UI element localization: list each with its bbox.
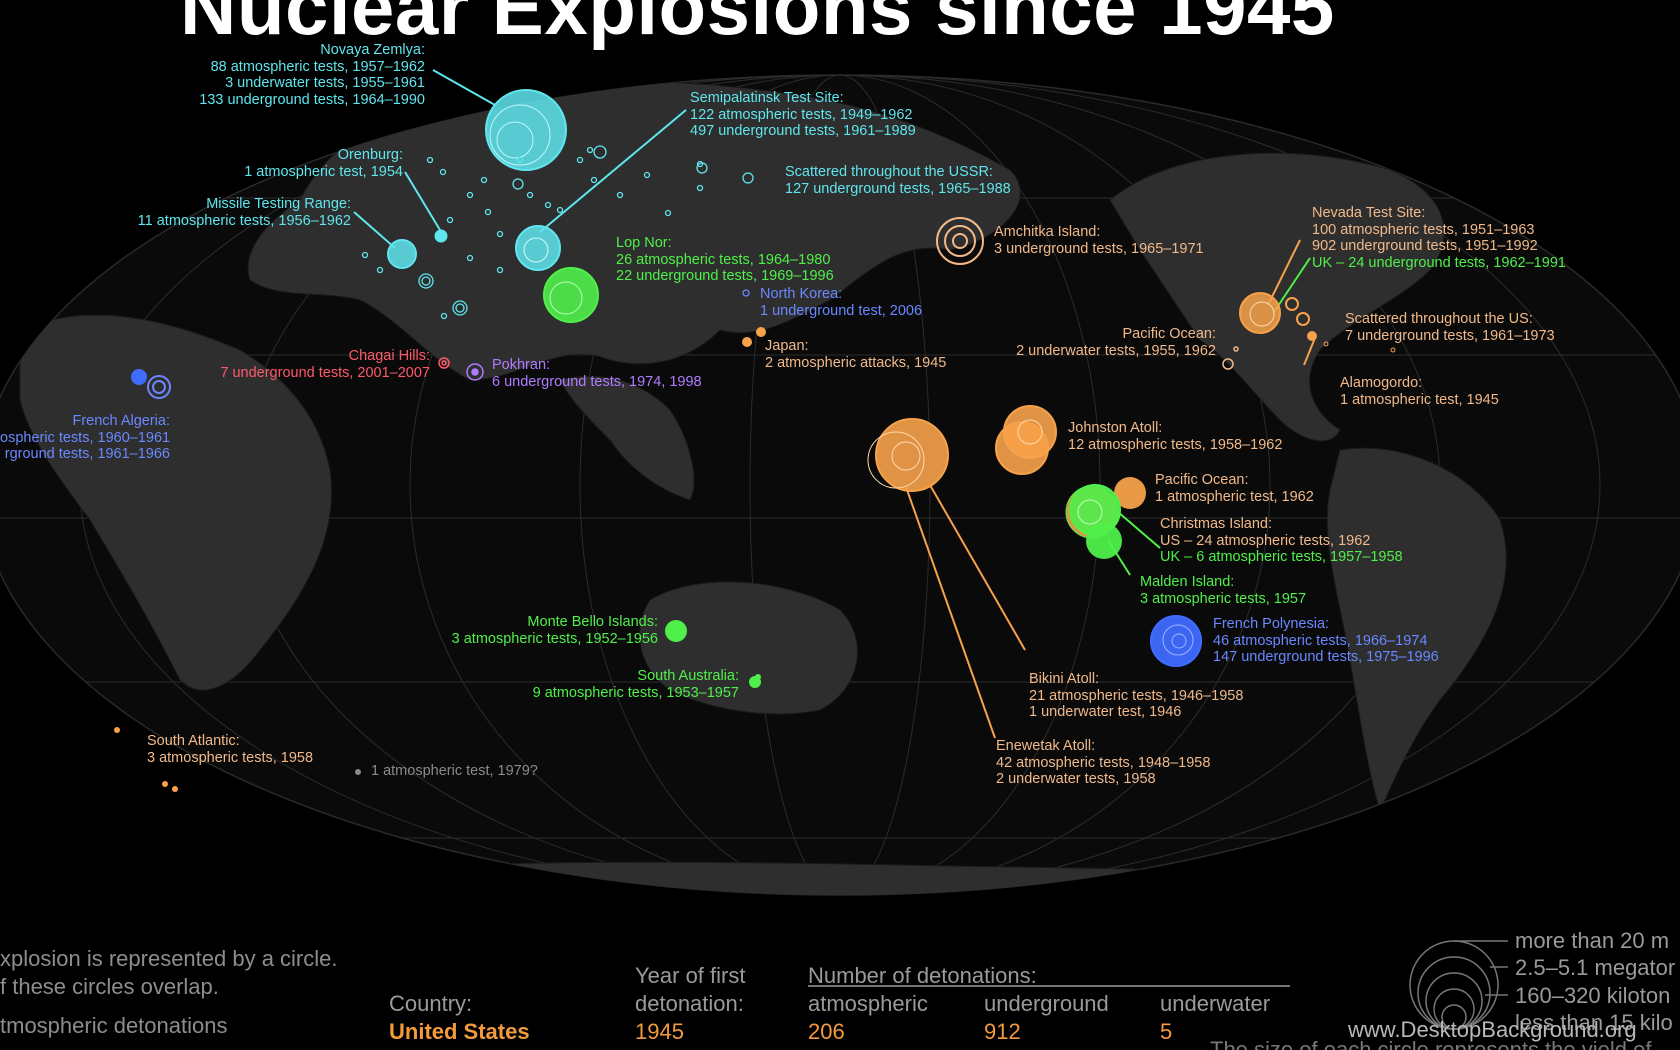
bikini-atoll-label: Bikini Atoll: 21 atmospheric tests, 1946–… bbox=[1029, 671, 1244, 720]
french-algeria-label: French Algeria: ospheric tests, 1960–1961… bbox=[0, 413, 171, 462]
country-label: Country: bbox=[389, 991, 473, 1016]
year-value: 1945 bbox=[635, 1019, 684, 1044]
pacific-ocean-2-label: Pacific Ocean: 1 atmospheric test, 1962 bbox=[1155, 472, 1314, 505]
french-algeria-markers bbox=[131, 369, 171, 399]
monte-bello-label: Monte Bello Islands: 3 atmospheric tests,… bbox=[451, 614, 658, 647]
christmas-island-label: Christmas Island: US – 24 atmospheric tes… bbox=[1160, 516, 1403, 565]
south-australia-label: South Australia: 9 atmospheric tests, 195… bbox=[532, 668, 739, 701]
japan-label: Japan: 2 atmospheric attacks, 1945 bbox=[765, 338, 947, 371]
north-korea-label: North Korea: 1 underground test, 2006 bbox=[760, 286, 923, 319]
south-atlantic-label: South Atlantic: 3 atmospheric tests, 1958 bbox=[147, 733, 314, 766]
eurasia-shape bbox=[247, 80, 1021, 381]
french-polynesia-label: French Polynesia: 46 atmospheric tests, 1… bbox=[1213, 616, 1439, 665]
watermark: www.DesktopBackground.org bbox=[1348, 1017, 1637, 1042]
pokhran-label: Pokhran: 6 underground tests, 1974, 1998 bbox=[492, 357, 702, 390]
chagai-hills-marker bbox=[438, 357, 450, 369]
south-america-shape bbox=[1326, 447, 1507, 812]
johnston-atoll-marker bbox=[995, 405, 1057, 475]
se-asia-shape bbox=[559, 375, 695, 501]
alamogordo-label: Alamogordo: 1 atmospheric test, 1945 bbox=[1340, 375, 1499, 408]
nevada-marker bbox=[1239, 292, 1310, 334]
chagai-hills-label: Chagai Hills: 7 underground tests, 2001–2… bbox=[220, 348, 430, 381]
footer-intro-line2: f these circles overlap. bbox=[0, 974, 219, 999]
col-underwater: underwater bbox=[1160, 991, 1271, 1016]
footer-intro-line3: tmospheric detonations bbox=[0, 1013, 228, 1038]
lop-nor-marker bbox=[543, 267, 599, 323]
australia-shape bbox=[639, 581, 858, 715]
year-label-line1: Year of first bbox=[635, 963, 746, 988]
footer-size-note: The size of each circle represents the y… bbox=[1210, 1037, 1652, 1050]
legend-size-1: more than 20 m bbox=[1515, 928, 1670, 953]
us-scattered-label: Scattered throughout the US: 7 undergroun… bbox=[1345, 311, 1555, 344]
value-underground: 912 bbox=[984, 1019, 1021, 1044]
legend-size-2: 2.5–5.1 megator bbox=[1515, 955, 1676, 980]
south-australia-marker bbox=[749, 674, 761, 688]
unknown-test-marker bbox=[355, 769, 361, 775]
lop-nor-label: Lop Nor: 26 atmospheric tests, 1964–1980 2… bbox=[616, 235, 834, 284]
johnston-atoll-label: Johnston Atoll: 12 atmospheric tests, 195… bbox=[1068, 420, 1283, 453]
monte-bello-marker bbox=[665, 620, 687, 642]
footer-intro-line1: xplosion is represented by a circle. bbox=[0, 946, 338, 971]
south-atlantic-markers bbox=[114, 727, 178, 792]
connector-lines bbox=[353, 69, 1316, 739]
test-site-markers bbox=[114, 89, 1396, 792]
enewetak-atoll-label: Enewetak Atoll: 42 atmospheric tests, 194… bbox=[996, 738, 1211, 787]
greenland-shape bbox=[1429, 115, 1541, 181]
col-underground: underground bbox=[984, 991, 1109, 1016]
novaya-zemlya-marker bbox=[485, 89, 567, 171]
country-value: United States bbox=[389, 1019, 530, 1044]
pacific-ocean-1-label: Pacific Ocean: 2 underwater tests, 1955, … bbox=[1016, 326, 1216, 359]
amchitka-label: Amchitka Island: 3 underground tests, 196… bbox=[994, 224, 1204, 257]
unknown-test-label: 1 atmospheric test, 1979? bbox=[371, 763, 538, 779]
malden-island-label: Malden Island: 3 atmospheric tests, 1957 bbox=[1140, 574, 1307, 607]
year-label-line2: detonation: bbox=[635, 991, 744, 1016]
north-america-shape bbox=[1109, 152, 1445, 442]
legend-size-4: less than 15 kilo bbox=[1515, 1010, 1673, 1035]
size-legend-circles bbox=[1409, 940, 1508, 1030]
french-polynesia-marker bbox=[1150, 615, 1202, 667]
detonations-label: Number of detonations: bbox=[808, 963, 1037, 988]
malden-island-marker bbox=[1086, 523, 1122, 559]
ussr-scattered-label: Scattered throughout the USSR: 127 underg… bbox=[785, 164, 1011, 197]
novaya-zemlya-label: Novaya Zemlya: 88 atmospheric tests, 1957… bbox=[199, 42, 425, 108]
missile-range-marker bbox=[387, 239, 417, 269]
amchitka-marker bbox=[936, 217, 984, 265]
semipalatinsk-marker bbox=[515, 225, 561, 271]
ussr-scattered-markers bbox=[361, 145, 754, 320]
col-atmospheric: atmospheric bbox=[808, 991, 928, 1016]
page-title: Nuclear Explosions since 1945 bbox=[180, 0, 1335, 51]
africa-shape bbox=[19, 314, 332, 691]
nevada-label: Nevada Test Site: 100 atmospheric tests, … bbox=[1312, 205, 1566, 271]
missile-range-label: Missile Testing Range: 11 atmospheric tes… bbox=[137, 196, 351, 229]
value-atmospheric: 206 bbox=[808, 1019, 845, 1044]
north-korea-marker bbox=[742, 289, 750, 297]
us-scattered-markers bbox=[1307, 331, 1396, 353]
bikini-enewetak-marker bbox=[867, 418, 949, 492]
pacific-ocean-1-markers bbox=[1222, 346, 1239, 370]
orenburg-label: Orenburg: 1 atmospheric test, 1954 bbox=[244, 147, 403, 180]
legend-size-3: 160–320 kiloton bbox=[1515, 983, 1671, 1008]
value-underwater: 5 bbox=[1160, 1019, 1173, 1044]
semipalatinsk-label: Semipalatinsk Test Site: 122 atmospheric … bbox=[690, 90, 916, 139]
japan-markers bbox=[742, 327, 766, 347]
pokhran-marker bbox=[466, 363, 484, 381]
pacific-ocean-2-marker bbox=[1114, 477, 1146, 509]
orenburg-marker bbox=[434, 229, 448, 243]
